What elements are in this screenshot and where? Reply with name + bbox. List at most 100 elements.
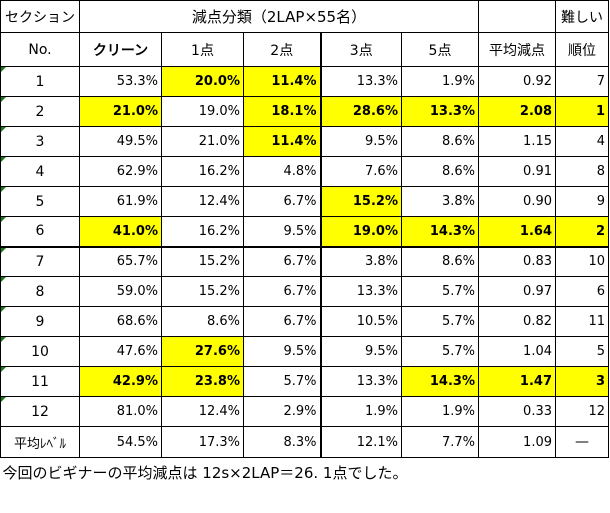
cell-avg: 1.64 <box>478 216 556 248</box>
cell-avg: 1.47 <box>478 366 556 397</box>
col-header-avg: 平均減点 <box>478 32 556 67</box>
cell-p2: 2.9% <box>243 396 322 427</box>
cell-marker-icon <box>1 397 6 402</box>
cell-p3: 13.3% <box>320 366 402 397</box>
table-row: 6 41.0% 16.2% 9.5% 19.0% 14.3% 1.64 2 <box>0 216 609 248</box>
difficulty-header: 難しい <box>555 0 609 33</box>
cell-p1: 19.0% <box>161 96 244 127</box>
cell-clean: 49.5% <box>79 126 162 157</box>
cell-marker-icon <box>1 127 6 132</box>
cell-p3: 28.6% <box>320 96 402 127</box>
cell-p2: 4.8% <box>243 156 322 187</box>
cell-avg: 1.15 <box>478 126 556 157</box>
blank-header <box>478 0 556 33</box>
section-label: 8 <box>35 283 45 300</box>
section-number: 3 <box>0 126 80 157</box>
cell-clean: 61.9% <box>79 186 162 217</box>
average-label: 平均ﾚﾍﾞﾙ <box>0 426 80 458</box>
average-avg: 1.09 <box>478 426 556 458</box>
cell-clean: 62.9% <box>79 156 162 187</box>
cell-rank: 8 <box>555 156 609 187</box>
cell-marker-icon <box>1 217 6 222</box>
cell-p2: 6.7% <box>243 276 322 307</box>
section-number: 4 <box>0 156 80 187</box>
score-sheet: セクション 減点分類（2LAP×55名） 難しい No. クリーン 1点 2点 … <box>0 0 609 488</box>
table-row: 8 59.0% 15.2% 6.7% 13.3% 5.7% 0.97 6 <box>0 276 609 307</box>
footer-row: 今回のビギナーの平均減点は 12s×2LAP＝26. 1点でした。 <box>0 457 609 488</box>
section-number: 7 <box>0 246 80 277</box>
table-row: 5 61.9% 12.4% 6.7% 15.2% 3.8% 0.90 9 <box>0 186 609 217</box>
average-clean: 54.5% <box>79 426 162 458</box>
col-header-rank: 順位 <box>555 32 609 67</box>
section-label: 1 <box>35 73 45 90</box>
cell-rank: 6 <box>555 276 609 307</box>
cell-rank: 4 <box>555 126 609 157</box>
section-number: 9 <box>0 306 80 337</box>
average-p2: 8.3% <box>243 426 322 458</box>
cell-p1: 27.6% <box>161 336 244 367</box>
col-header-clean: クリーン <box>79 32 162 67</box>
cell-p1: 23.8% <box>161 366 244 397</box>
section-label: 4 <box>35 163 45 180</box>
no-header: No. <box>0 32 80 67</box>
cell-rank: 9 <box>555 186 609 217</box>
cell-p5: 5.7% <box>401 276 479 307</box>
cell-clean: 21.0% <box>79 96 162 127</box>
cell-p1: 20.0% <box>161 66 244 97</box>
cell-avg: 0.90 <box>478 186 556 217</box>
cell-p1: 16.2% <box>161 216 244 248</box>
cell-clean: 81.0% <box>79 396 162 427</box>
cell-p5: 8.6% <box>401 246 479 277</box>
cell-p3: 10.5% <box>320 306 402 337</box>
section-label: 11 <box>31 373 49 390</box>
cell-p3: 19.0% <box>320 216 402 248</box>
cell-avg: 0.91 <box>478 156 556 187</box>
group-header: 減点分類（2LAP×55名） <box>79 0 479 33</box>
cell-p3: 3.8% <box>320 246 402 277</box>
average-p5: 7.7% <box>401 426 479 458</box>
cell-p5: 5.7% <box>401 336 479 367</box>
cell-avg: 0.33 <box>478 396 556 427</box>
cell-p5: 8.6% <box>401 156 479 187</box>
cell-p2: 11.4% <box>243 126 322 157</box>
cell-p5: 14.3% <box>401 366 479 397</box>
section-header: セクション <box>0 0 80 33</box>
average-row: 平均ﾚﾍﾞﾙ 54.5% 17.3% 8.3% 12.1% 7.7% 1.09— <box>0 426 609 458</box>
cell-avg: 0.83 <box>478 246 556 277</box>
cell-rank: 5 <box>555 336 609 367</box>
cell-p1: 12.4% <box>161 186 244 217</box>
cell-p2: 18.1% <box>243 96 322 127</box>
table-row: 3 49.5% 21.0% 11.4% 9.5% 8.6% 1.15 4 <box>0 126 609 157</box>
cell-p5: 1.9% <box>401 66 479 97</box>
cell-rank: 1 <box>555 96 609 127</box>
cell-marker-icon <box>1 157 6 162</box>
cell-p3: 9.5% <box>320 336 402 367</box>
cell-avg: 0.82 <box>478 306 556 337</box>
cell-marker-icon <box>1 67 6 72</box>
table-row: 11 42.9% 23.8% 5.7% 13.3% 14.3% 1.47 3 <box>0 366 609 397</box>
cell-p5: 8.6% <box>401 126 479 157</box>
section-label: 6 <box>35 223 45 240</box>
cell-p5: 13.3% <box>401 96 479 127</box>
cell-p3: 15.2% <box>320 186 402 217</box>
section-label: 12 <box>31 403 49 420</box>
cell-p5: 5.7% <box>401 306 479 337</box>
table-row: 1 53.3% 20.0% 11.4% 13.3% 1.9% 0.92 7 <box>0 66 609 97</box>
section-number: 5 <box>0 186 80 217</box>
cell-p2: 6.7% <box>243 306 322 337</box>
cell-rank: 3 <box>555 366 609 397</box>
cell-rank: 7 <box>555 66 609 97</box>
cell-p3: 9.5% <box>320 126 402 157</box>
footer-note: 今回のビギナーの平均減点は 12s×2LAP＝26. 1点でした。 <box>0 457 609 488</box>
section-number: 6 <box>0 216 80 248</box>
cell-p1: 21.0% <box>161 126 244 157</box>
section-number: 2 <box>0 96 80 127</box>
cell-p3: 7.6% <box>320 156 402 187</box>
cell-rank: 11 <box>555 306 609 337</box>
cell-clean: 47.6% <box>79 336 162 367</box>
section-number: 11 <box>0 366 80 397</box>
col-header-2pt: 2点 <box>243 32 322 67</box>
cell-clean: 65.7% <box>79 246 162 277</box>
table-row: 2 21.0% 19.0% 18.1% 28.6% 13.3% 2.08 1 <box>0 96 609 127</box>
header-row-1: セクション 減点分類（2LAP×55名） 難しい <box>0 0 609 33</box>
